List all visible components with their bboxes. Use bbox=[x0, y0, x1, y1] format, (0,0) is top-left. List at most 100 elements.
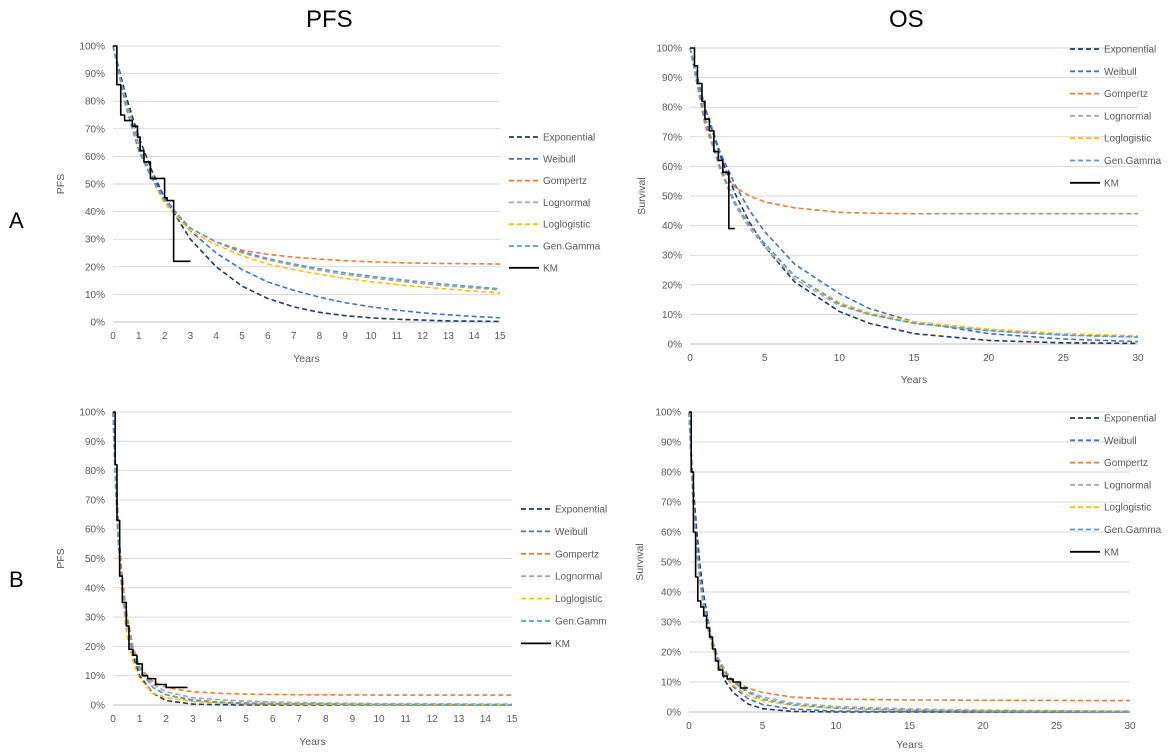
x-axis-label: Years bbox=[299, 736, 325, 748]
x-tick-label: 12 bbox=[417, 331, 429, 342]
y-tick-label: 10% bbox=[661, 678, 681, 689]
legend-label: Gen.Gamma bbox=[543, 242, 601, 253]
y-tick-label: 40% bbox=[662, 221, 682, 232]
y-tick-label: 60% bbox=[661, 528, 681, 539]
legend-label: KM bbox=[555, 639, 570, 650]
x-tick-label: 6 bbox=[270, 714, 276, 725]
y-axis-label: PFS bbox=[55, 174, 67, 194]
x-tick-label: 5 bbox=[762, 353, 768, 364]
series-line-gen-gamma bbox=[112, 45, 501, 290]
x-tick-label: 0 bbox=[110, 331, 116, 342]
series-line-loglogistic bbox=[112, 45, 501, 294]
legend-label: Exponential bbox=[555, 505, 607, 516]
legend-label: KM bbox=[1104, 178, 1119, 189]
x-tick-label: 25 bbox=[1051, 721, 1063, 732]
y-tick-label: 0% bbox=[91, 701, 106, 712]
y-tick-label: 50% bbox=[85, 554, 105, 565]
x-tick-label: 3 bbox=[190, 714, 196, 725]
x-tick-label: 30 bbox=[1124, 721, 1136, 732]
legend-label: Weibull bbox=[555, 527, 588, 538]
legend-label: KM bbox=[1104, 547, 1119, 558]
legend-label: Loglogistic bbox=[1104, 134, 1151, 145]
x-tick-label: 2 bbox=[162, 331, 168, 342]
y-tick-label: 30% bbox=[661, 618, 681, 629]
legend-label: Lognormal bbox=[1104, 480, 1151, 491]
series-line-exponential bbox=[688, 411, 1130, 713]
row-label-b: B bbox=[9, 567, 24, 592]
legend-label: Exponential bbox=[1104, 45, 1156, 56]
y-tick-label: 60% bbox=[662, 162, 682, 173]
x-tick-label: 10 bbox=[830, 721, 842, 732]
row-label-a: A bbox=[9, 208, 24, 233]
x-tick-label: 13 bbox=[453, 714, 465, 725]
x-tick-label: 6 bbox=[265, 331, 271, 342]
y-tick-label: 70% bbox=[661, 498, 681, 509]
y-tick-label: 40% bbox=[661, 588, 681, 599]
y-tick-label: 80% bbox=[662, 103, 682, 114]
series-line-lognormal bbox=[688, 411, 1131, 712]
x-tick-label: 5 bbox=[243, 714, 249, 725]
x-tick-label: 13 bbox=[443, 331, 455, 342]
y-tick-label: 20% bbox=[85, 642, 105, 653]
legend-label: Loglogistic bbox=[555, 594, 602, 605]
x-tick-label: 12 bbox=[427, 714, 439, 725]
series-line-exponential bbox=[112, 411, 512, 706]
x-tick-label: 14 bbox=[480, 714, 492, 725]
series-line-loglogistic bbox=[112, 411, 513, 706]
y-tick-label: 50% bbox=[662, 192, 682, 203]
x-tick-label: 5 bbox=[760, 721, 766, 732]
y-tick-label: 70% bbox=[662, 132, 682, 143]
y-axis-label: Survival bbox=[634, 543, 646, 580]
x-tick-label: 0 bbox=[686, 721, 692, 732]
legend-label: KM bbox=[543, 263, 558, 274]
x-tick-label: 20 bbox=[983, 353, 995, 364]
legend-label: Gompertz bbox=[1104, 458, 1148, 469]
series-line-km bbox=[690, 47, 735, 230]
x-tick-label: 15 bbox=[494, 331, 506, 342]
y-tick-label: 80% bbox=[661, 468, 681, 479]
series-line-gen-gamma bbox=[689, 47, 1139, 338]
series-line-km bbox=[689, 411, 748, 689]
x-axis-label: Years bbox=[896, 739, 922, 751]
y-tick-label: 80% bbox=[85, 466, 105, 477]
series-line-km bbox=[113, 45, 191, 263]
y-tick-label: 40% bbox=[85, 583, 105, 594]
x-tick-label: 2 bbox=[163, 714, 169, 725]
legend-label: Loglogistic bbox=[543, 220, 590, 231]
x-tick-label: 20 bbox=[977, 721, 989, 732]
x-tick-label: 11 bbox=[392, 331, 403, 342]
y-tick-label: 0% bbox=[667, 708, 682, 719]
x-tick-label: 15 bbox=[904, 721, 916, 732]
x-tick-label: 11 bbox=[400, 714, 411, 725]
y-tick-label: 60% bbox=[85, 152, 105, 163]
x-tick-label: 9 bbox=[350, 714, 356, 725]
legend-label: Lognormal bbox=[543, 198, 590, 209]
y-tick-label: 30% bbox=[662, 251, 682, 262]
series-line-exponential bbox=[689, 47, 1139, 345]
y-tick-label: 20% bbox=[85, 262, 105, 273]
legend-label: Gen.Gamm bbox=[555, 617, 607, 628]
column-title-pfs: PFS bbox=[306, 6, 353, 33]
legend-label: Loglogistic bbox=[1104, 503, 1151, 514]
legend-label: Gen.Gamma bbox=[1104, 156, 1162, 167]
x-tick-label: 1 bbox=[137, 714, 143, 725]
legend-label: Gompertz bbox=[543, 176, 587, 187]
legend-label: Exponential bbox=[1104, 414, 1156, 425]
y-tick-label: 0% bbox=[668, 340, 683, 351]
legend-label: Gompertz bbox=[555, 549, 599, 560]
x-tick-label: 3 bbox=[188, 331, 194, 342]
y-tick-label: 20% bbox=[662, 280, 682, 291]
x-tick-label: 8 bbox=[323, 714, 329, 725]
x-tick-label: 10 bbox=[834, 353, 846, 364]
x-tick-label: 25 bbox=[1058, 353, 1070, 364]
x-tick-label: 10 bbox=[365, 331, 377, 342]
series-line-weibull bbox=[112, 45, 501, 319]
x-tick-label: 9 bbox=[342, 331, 348, 342]
x-tick-label: 5 bbox=[239, 331, 245, 342]
y-tick-label: 40% bbox=[85, 207, 105, 218]
legend-label: Weibull bbox=[543, 154, 576, 165]
y-tick-label: 10% bbox=[85, 671, 105, 682]
